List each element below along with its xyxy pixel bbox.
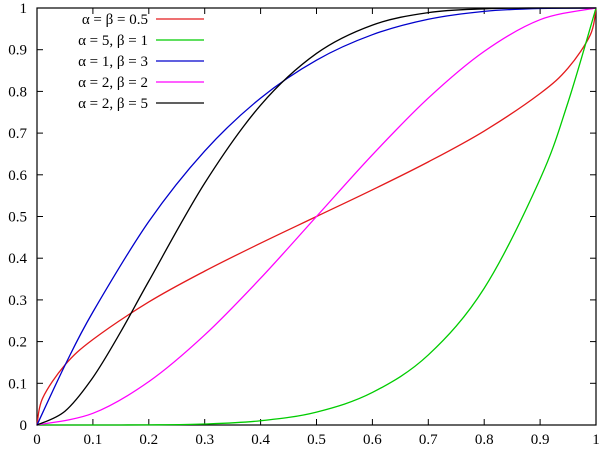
x-tick-label: 0.3 bbox=[195, 432, 214, 448]
y-tick-label: 0.2 bbox=[8, 335, 27, 351]
y-tick-label: 0.4 bbox=[8, 251, 27, 267]
x-tick-label: 0 bbox=[33, 432, 41, 448]
x-tick-label: 0.4 bbox=[251, 432, 270, 448]
x-tick-label: 0.9 bbox=[531, 432, 550, 448]
x-tick-label: 0.2 bbox=[139, 432, 158, 448]
legend-label: α = 1, β = 3 bbox=[78, 54, 148, 70]
y-tick-label: 0.5 bbox=[8, 210, 27, 226]
legend-label: α = β = 0.5 bbox=[82, 12, 148, 28]
legend-label: α = 2, β = 5 bbox=[78, 96, 148, 112]
x-tick-label: 0.6 bbox=[363, 432, 382, 448]
y-tick-label: 0.1 bbox=[8, 376, 27, 392]
series-line-1 bbox=[36, 7, 597, 426]
y-tick-label: 0.3 bbox=[8, 293, 27, 309]
legend: α = β = 0.5 α = 5, β = 1 α = 1, β = 3 α = 2… bbox=[78, 12, 204, 112]
y-tick-label: 0 bbox=[20, 418, 28, 434]
x-tick-label: 1 bbox=[592, 432, 600, 448]
x-tick-label: 0.1 bbox=[84, 432, 103, 448]
y-tick-labels: 0 0.1 0.2 0.3 0.4 0.5 0.6 0.7 0.8 0.9 1 bbox=[8, 1, 27, 434]
series-line-3 bbox=[36, 7, 597, 426]
y-tick-label: 0.6 bbox=[8, 168, 27, 184]
series-line-4 bbox=[36, 7, 596, 426]
x-tick-labels: 0 0.1 0.2 0.3 0.4 0.5 0.6 0.7 0.8 0.9 1 bbox=[33, 432, 600, 448]
y-tick-label: 0.8 bbox=[8, 84, 27, 100]
y-tick-label: 1 bbox=[20, 1, 28, 17]
y-tick-label: 0.9 bbox=[8, 43, 27, 59]
series-lines bbox=[36, 7, 597, 426]
x-tick-label: 0.7 bbox=[419, 432, 438, 448]
legend-label: α = 5, β = 1 bbox=[78, 33, 148, 49]
series-line-2 bbox=[36, 7, 597, 426]
x-tick-label: 0.8 bbox=[475, 432, 494, 448]
legend-label: α = 2, β = 2 bbox=[78, 75, 148, 91]
y-tick-label: 0.7 bbox=[8, 126, 27, 142]
x-tick-label: 0.5 bbox=[307, 432, 326, 448]
